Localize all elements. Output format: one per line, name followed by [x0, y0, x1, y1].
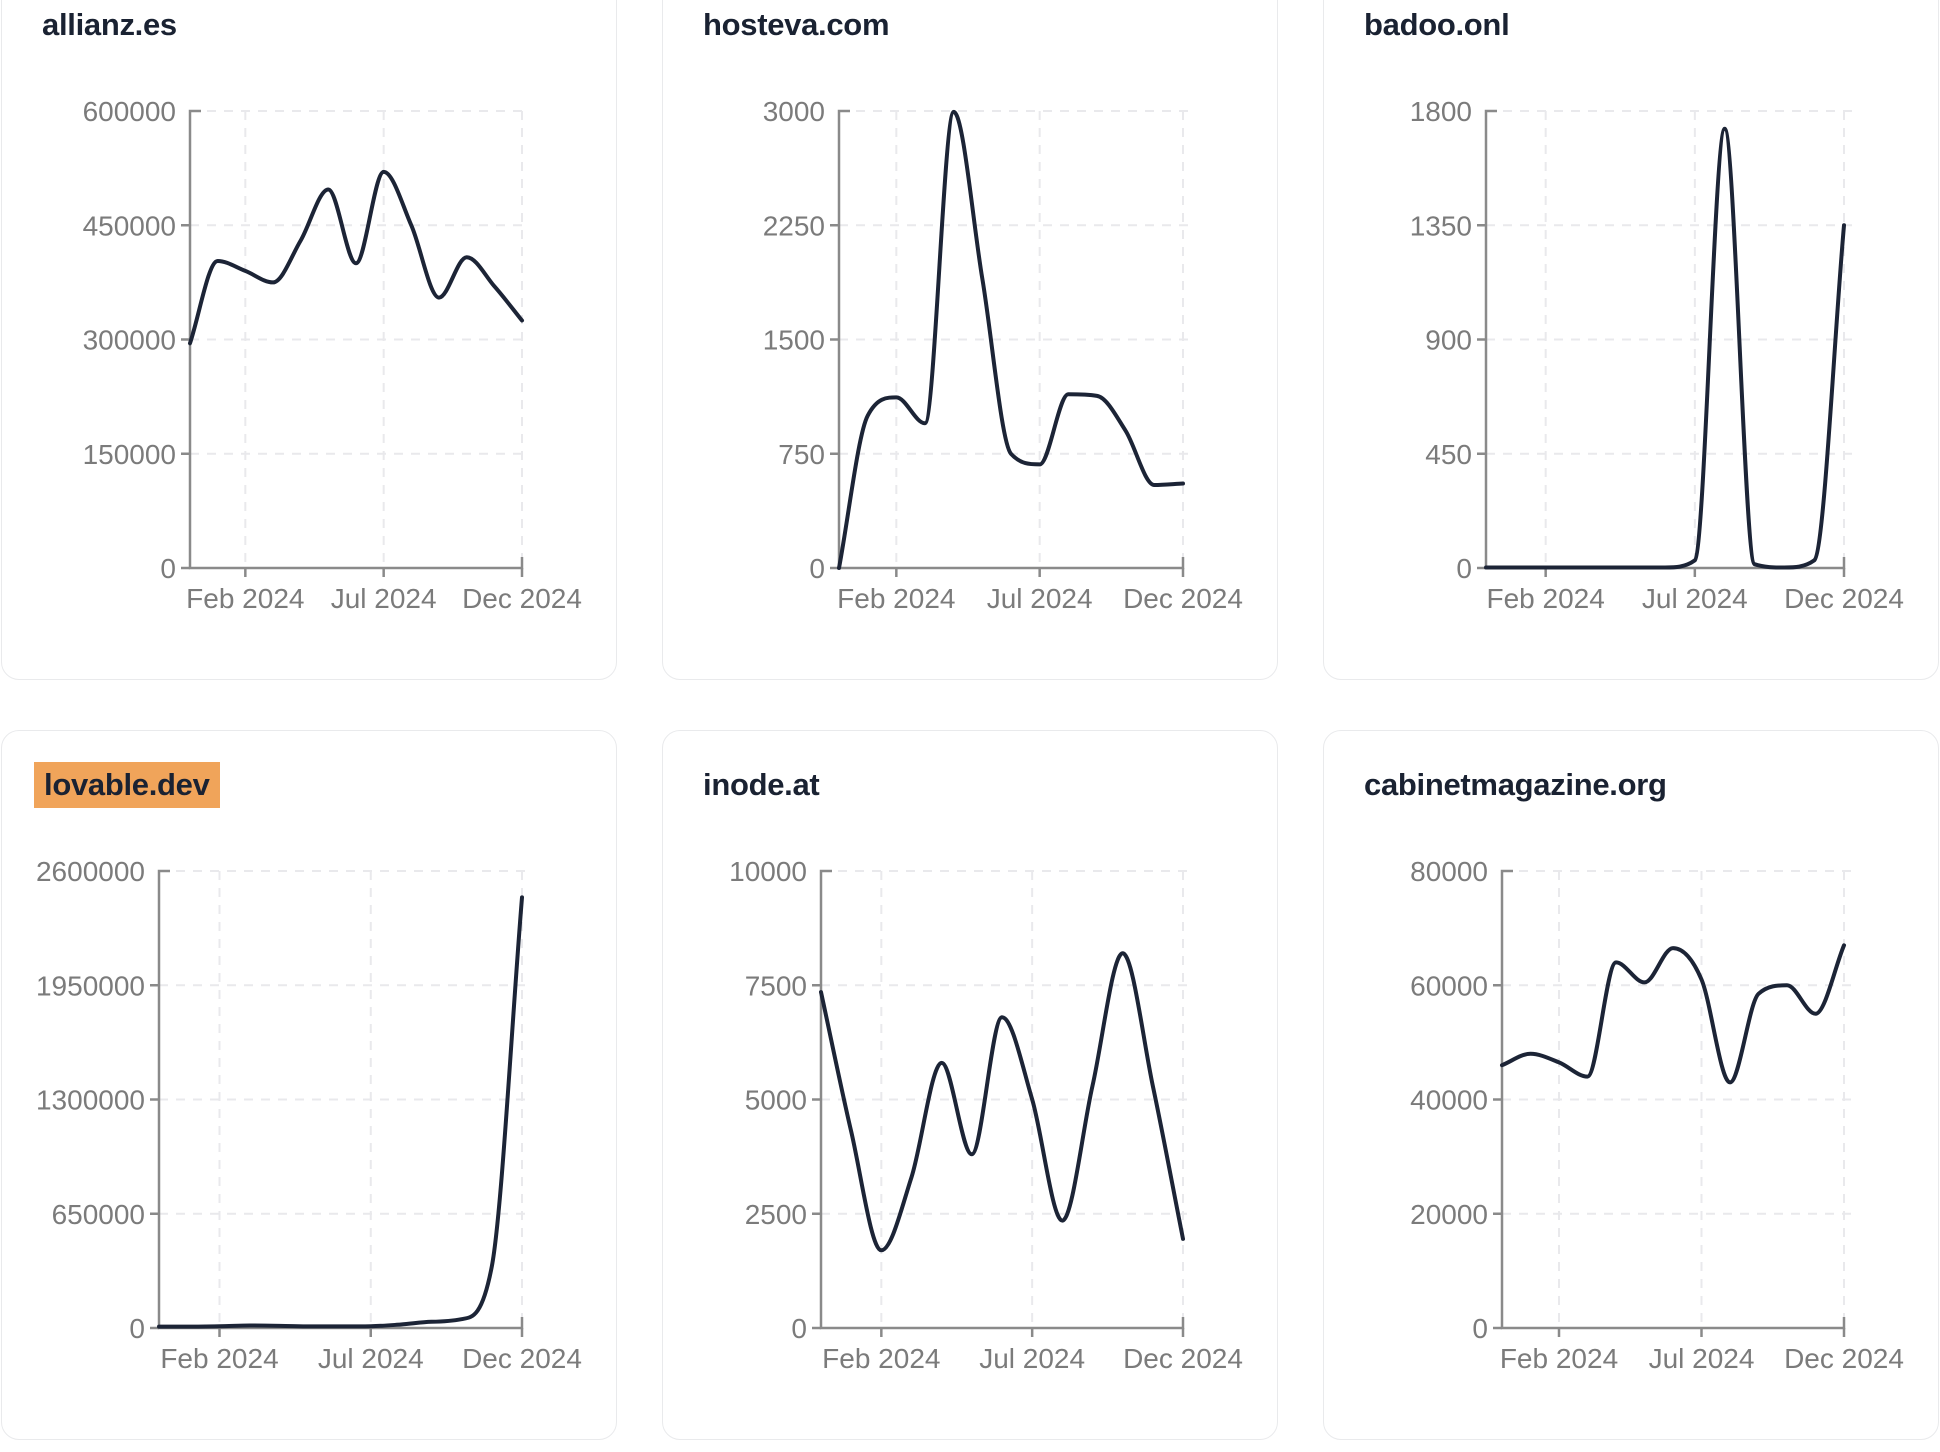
y-tick-label: 20000 [1410, 1199, 1488, 1230]
y-tick-label: 450 [1425, 439, 1472, 470]
x-tick-label: Jul 2024 [318, 1343, 424, 1374]
y-tick-label: 900 [1425, 325, 1472, 356]
line-chart: 0 650000 1300000 1950000 2600000 Feb 2024 Jul … [36, 856, 582, 1374]
y-tick-label: 40000 [1410, 1085, 1488, 1116]
y-tick-label: 0 [1456, 553, 1472, 584]
series-line [1484, 126, 1846, 570]
series-line [837, 109, 1185, 570]
chart-card-cabinetmagazine[interactable]: cabinetmagazine.org 0 20000 40000 60000 8000… [1323, 730, 1939, 1440]
x-tick-label: Jul 2024 [331, 583, 437, 614]
y-tick-label: 650000 [52, 1199, 145, 1230]
y-tick-label: 2600000 [36, 856, 145, 887]
chart-title: badoo.onl [1364, 7, 1510, 42]
x-tick-label: Jul 2024 [987, 583, 1093, 614]
y-tick-label: 1350 [1410, 210, 1472, 241]
x-tick-label: Jul 2024 [1649, 1343, 1755, 1374]
chart-card-hosteva[interactable]: hosteva.com 0 750 1500 2250 3000 Feb 2024 Jul … [662, 0, 1278, 680]
y-tick-label: 1950000 [36, 970, 145, 1001]
y-tick-label: 1500 [763, 325, 825, 356]
series-line [157, 895, 524, 1329]
chart-title: cabinetmagazine.org [1364, 767, 1667, 802]
x-tick-label: Dec 2024 [1123, 583, 1243, 614]
x-tick-label: Dec 2024 [1784, 583, 1904, 614]
y-tick-label: 0 [1472, 1313, 1488, 1344]
y-tick-label: 3000 [763, 96, 825, 127]
x-tick-label: Feb 2024 [822, 1343, 940, 1374]
y-tick-label: 1300000 [36, 1085, 145, 1116]
x-tick-label: Jul 2024 [979, 1343, 1085, 1374]
x-tick-label: Feb 2024 [160, 1343, 278, 1374]
x-tick-label: Feb 2024 [837, 583, 955, 614]
y-tick-label: 5000 [745, 1085, 807, 1116]
line-chart: 0 20000 40000 60000 80000 Feb 2024 Jul 2024 Dec… [1410, 856, 1904, 1374]
line-chart: 0 2500 5000 7500 10000 Feb 2024 Jul 2024 Dec 20… [729, 856, 1243, 1374]
y-tick-label: 300000 [83, 325, 176, 356]
x-tick-label: Dec 2024 [462, 583, 582, 614]
chart-card-inode[interactable]: inode.at 0 2500 5000 7500 10000 Feb 2024 Jul 2… [662, 730, 1278, 1440]
x-tick-label: Jul 2024 [1642, 583, 1748, 614]
series-line [1500, 943, 1846, 1085]
chart-title: inode.at [703, 767, 820, 802]
y-tick-label: 2250 [763, 210, 825, 241]
y-tick-label: 7500 [745, 970, 807, 1001]
y-tick-label: 10000 [729, 856, 807, 887]
x-tick-label: Feb 2024 [186, 583, 304, 614]
y-tick-label: 0 [129, 1313, 145, 1344]
y-tick-label: 80000 [1410, 856, 1488, 887]
series-line [188, 169, 524, 346]
series-line [819, 951, 1185, 1253]
line-chart: 0 750 1500 2250 3000 Feb 2024 Jul 2024 Dec 2024 [763, 96, 1243, 614]
y-tick-label: 450000 [83, 210, 176, 241]
y-tick-label: 0 [809, 553, 825, 584]
x-tick-label: Dec 2024 [1123, 1343, 1243, 1374]
y-tick-label: 2500 [745, 1199, 807, 1230]
chart-title: lovable.dev [34, 762, 220, 808]
x-tick-label: Dec 2024 [462, 1343, 582, 1374]
x-tick-label: Feb 2024 [1500, 1343, 1618, 1374]
chart-card-badoo[interactable]: badoo.onl 0 450 900 1350 1800 Feb 2024 Jul 202… [1323, 0, 1939, 680]
x-tick-label: Feb 2024 [1487, 583, 1605, 614]
y-tick-label: 750 [778, 439, 825, 470]
line-chart: 0 450 900 1350 1800 Feb 2024 Jul 2024 Dec 2024 [1410, 96, 1904, 614]
x-tick-label: Dec 2024 [1784, 1343, 1904, 1374]
chart-card-lovable[interactable]: lovable.dev 0 650000 1300000 1950000 2600000… [1, 730, 617, 1440]
chart-title: hosteva.com [703, 7, 890, 42]
y-tick-label: 1800 [1410, 96, 1472, 127]
chart-title: allianz.es [42, 7, 177, 42]
axis-line [188, 109, 524, 570]
y-tick-label: 600000 [83, 96, 176, 127]
chart-card-allianz[interactable]: allianz.es 0 150000 300000 450000 600000 Feb … [1, 0, 617, 680]
y-tick-label: 60000 [1410, 970, 1488, 1001]
y-tick-label: 0 [160, 553, 176, 584]
y-tick-label: 150000 [83, 439, 176, 470]
y-tick-label: 0 [791, 1313, 807, 1344]
line-chart: 0 150000 300000 450000 600000 Feb 2024 Jul 202… [83, 96, 582, 614]
